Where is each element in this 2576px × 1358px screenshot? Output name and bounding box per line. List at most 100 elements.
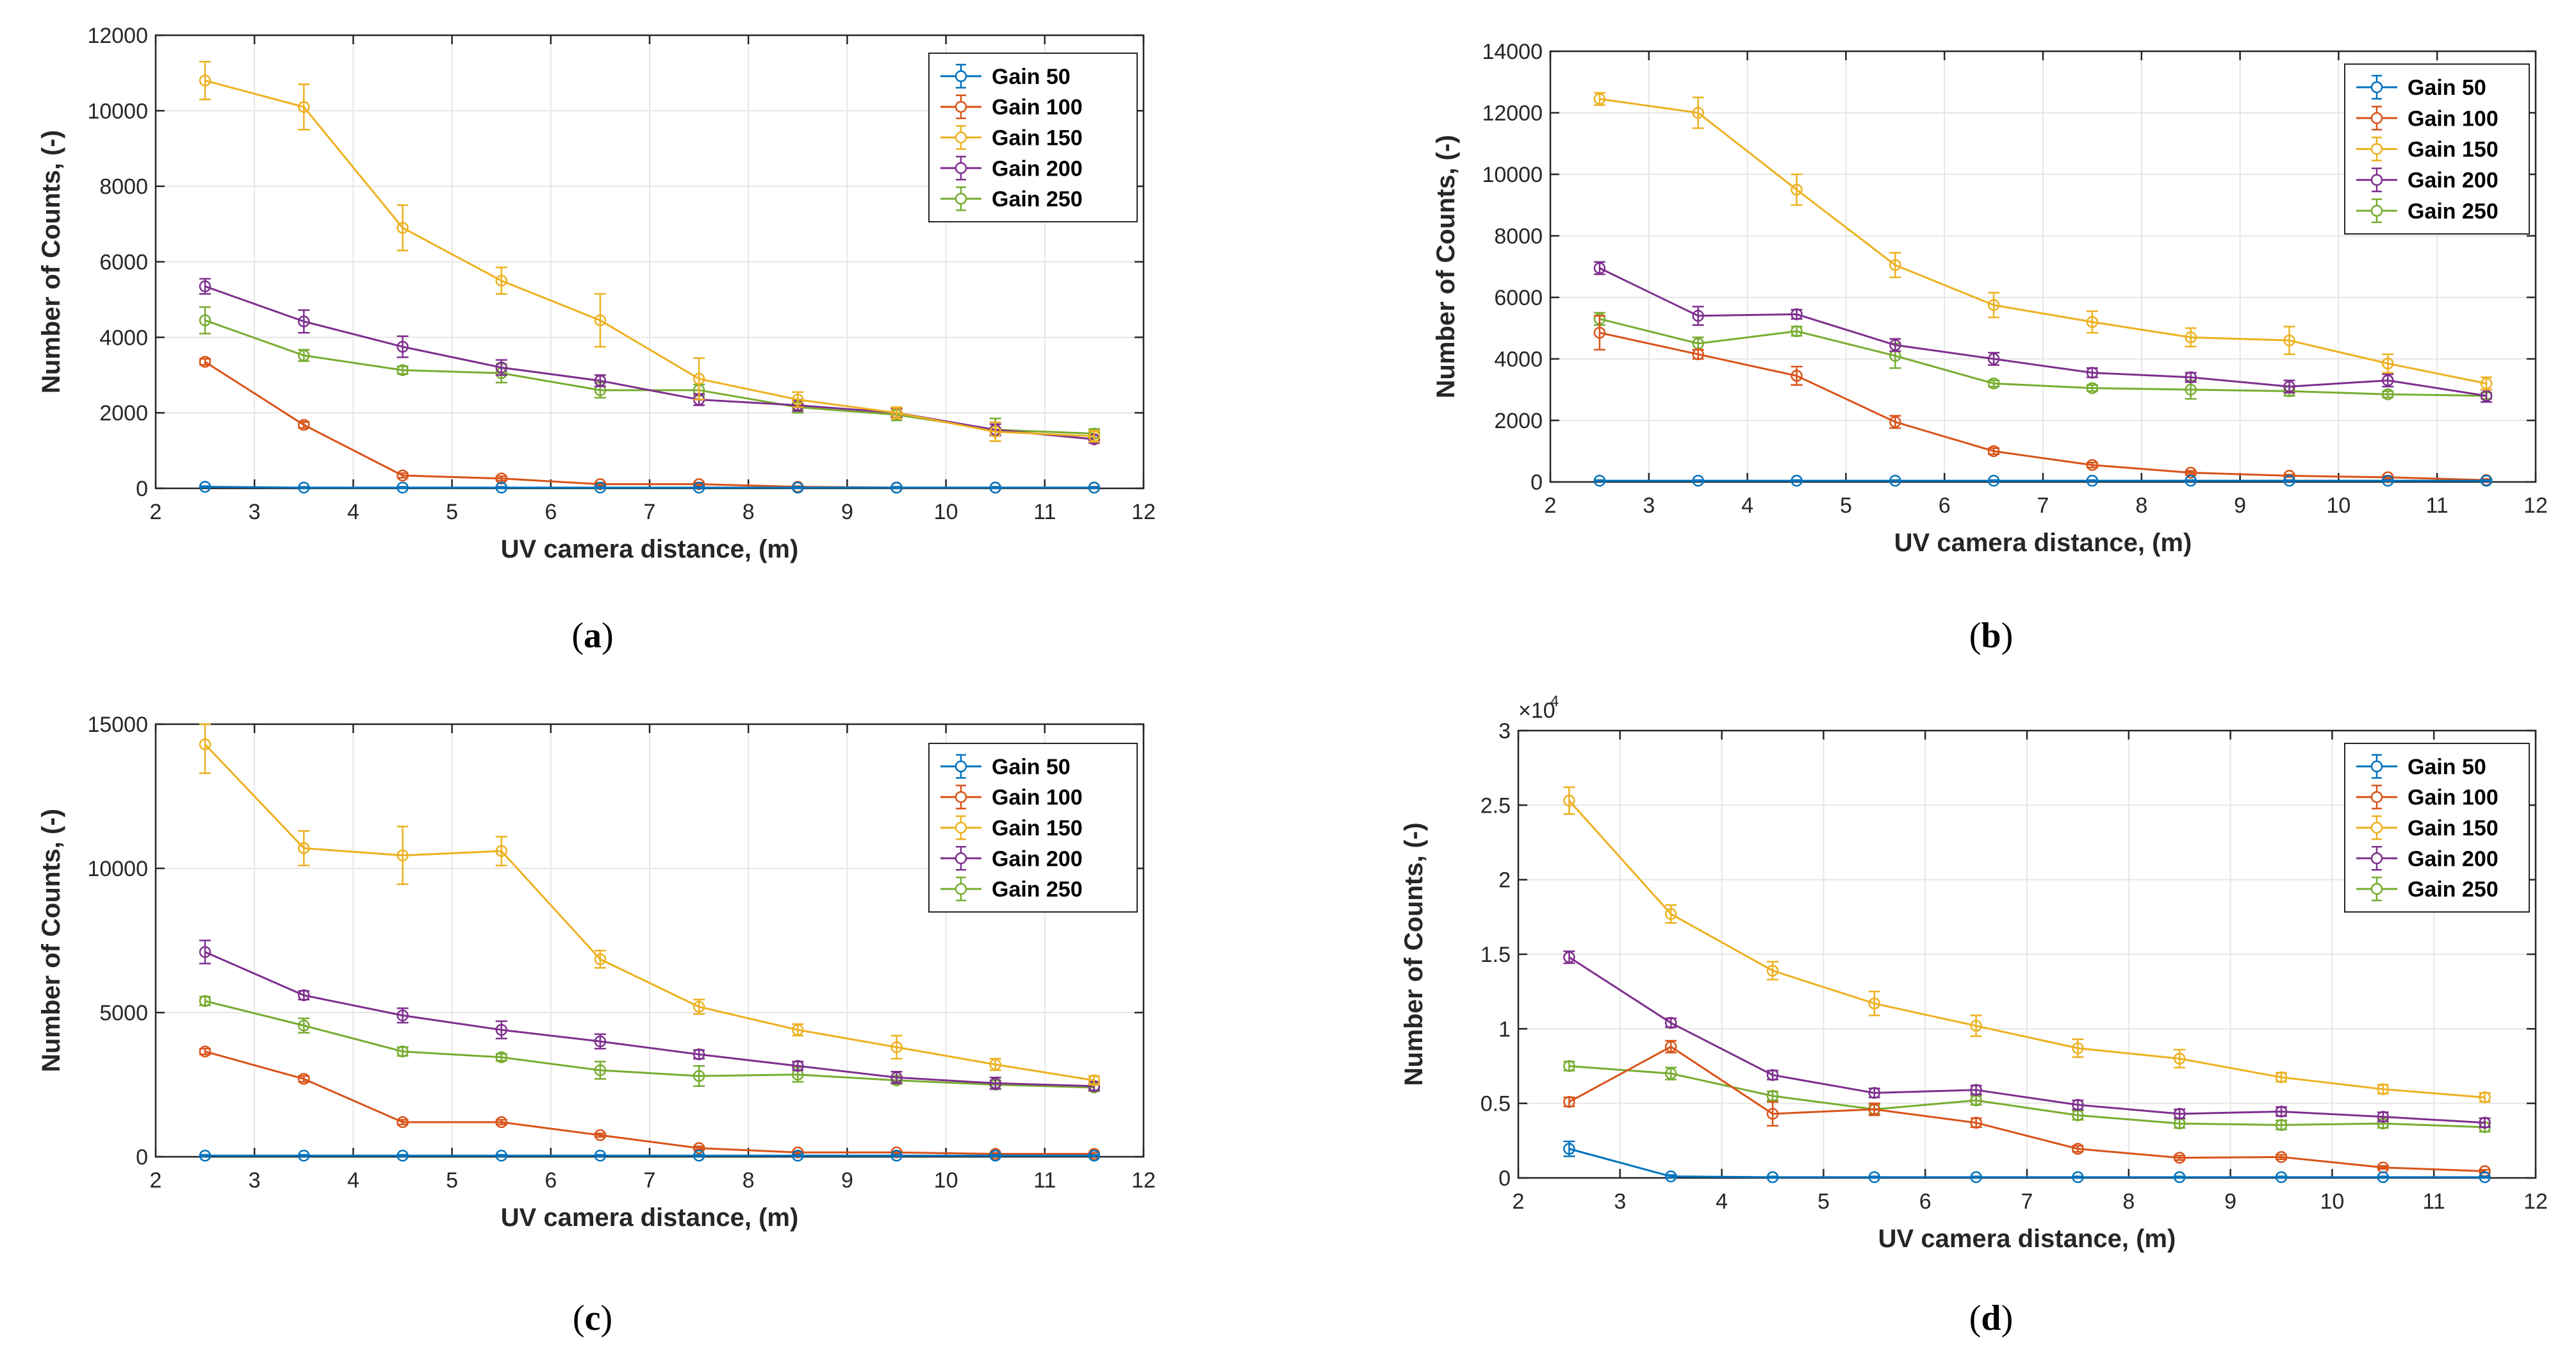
data-point xyxy=(397,222,409,234)
data-point xyxy=(495,1051,507,1063)
y-tick-label: 0 xyxy=(136,1145,148,1170)
data-point xyxy=(2086,367,2099,379)
series-gain-250 xyxy=(199,995,1101,1094)
data-point xyxy=(594,314,607,327)
data-point xyxy=(495,361,507,374)
x-tick-label: 2 xyxy=(1513,1189,1525,1214)
y-tick-label: 10000 xyxy=(1482,163,1543,187)
data-point xyxy=(397,340,409,353)
y-axis-label: Number of Counts, (-) xyxy=(37,809,65,1072)
data-point xyxy=(1088,430,1101,442)
y-tick-label: 0 xyxy=(1498,1166,1511,1191)
y-tick-label: 2000 xyxy=(1494,409,1543,433)
legend-entry: Gain 100 xyxy=(2356,106,2498,131)
panel-caption: (a) xyxy=(571,616,613,656)
data-point xyxy=(989,1077,1001,1089)
chart-panel-b: 2 3 4 5 6 7 8 9 10 11 12 0 2000 4000 6000 8000 10000 1200… xyxy=(1432,40,2548,656)
data-point xyxy=(890,1149,903,1162)
series-gain-200 xyxy=(199,940,1101,1092)
data-point xyxy=(2377,1111,2390,1123)
y-tick-label: 1.5 xyxy=(1481,943,1511,967)
data-point xyxy=(1563,1143,1575,1155)
data-point xyxy=(594,1149,607,1162)
data-point xyxy=(1692,348,1704,361)
x-tick-label: 9 xyxy=(841,1168,853,1193)
data-point xyxy=(693,481,705,494)
x-tick-label: 2 xyxy=(150,500,162,524)
legend-label: Gain 150 xyxy=(992,816,1083,841)
data-point xyxy=(2480,390,2493,402)
legend-label: Gain 250 xyxy=(992,187,1083,211)
x-tick-label: 9 xyxy=(2234,493,2246,518)
y-scale-multiplier: ×10 xyxy=(1518,699,1555,723)
legend-entry: Gain 200 xyxy=(2356,167,2498,193)
x-tick-label: 6 xyxy=(545,1168,557,1193)
series-gain-50 xyxy=(199,481,1101,494)
data-point xyxy=(2283,380,2295,393)
data-point xyxy=(298,101,310,113)
y-tick-label: 6000 xyxy=(99,251,148,275)
data-point xyxy=(1088,481,1101,494)
data-point xyxy=(2072,1042,2084,1054)
data-point xyxy=(199,74,211,87)
series-gain-150 xyxy=(199,60,1101,443)
y-tick-label: 2.5 xyxy=(1481,793,1511,818)
data-point xyxy=(2479,1116,2491,1129)
data-point xyxy=(1970,1116,1982,1129)
y-tick-label: 0 xyxy=(1530,470,1543,495)
x-tick-label: 11 xyxy=(2426,493,2449,518)
x-tick-label: 2 xyxy=(150,1168,162,1193)
data-point xyxy=(1664,1170,1677,1182)
legend-entry: Gain 250 xyxy=(2356,876,2498,902)
y-tick-label: 4000 xyxy=(1494,347,1543,372)
data-point xyxy=(199,314,211,327)
data-point xyxy=(2479,1171,2491,1184)
legend-label: Gain 250 xyxy=(992,877,1083,902)
caption-open-paren: ( xyxy=(573,1298,585,1338)
data-point xyxy=(397,1116,409,1129)
x-tick-label: 4 xyxy=(1741,493,1753,518)
data-point xyxy=(693,1142,705,1154)
legend-label: Gain 100 xyxy=(2408,786,2498,810)
x-tick-label: 10 xyxy=(2326,493,2350,518)
legend-marker xyxy=(955,131,967,144)
x-tick-label: 4 xyxy=(347,500,359,524)
series-line xyxy=(205,486,1094,489)
legend-label: Gain 200 xyxy=(2408,169,2498,193)
data-point xyxy=(199,280,211,293)
legend-marker xyxy=(2370,81,2383,94)
legend-label: Gain 150 xyxy=(2408,138,2498,162)
x-tick-label: 11 xyxy=(1033,500,1056,524)
data-point xyxy=(594,1064,607,1077)
data-point xyxy=(495,845,507,857)
data-point xyxy=(1791,474,1803,487)
y-tick-label: 0.5 xyxy=(1481,1092,1511,1116)
legend-marker xyxy=(955,791,967,803)
legend-marker xyxy=(2370,852,2383,865)
x-tick-label: 7 xyxy=(644,1168,656,1193)
x-tick-label: 11 xyxy=(1033,1168,1056,1193)
x-tick-label: 11 xyxy=(2423,1189,2445,1214)
series-line xyxy=(204,743,1095,1082)
x-tick-label: 5 xyxy=(446,500,458,524)
data-point xyxy=(792,1149,804,1162)
series-gain-150 xyxy=(1563,786,2491,1104)
legend-label: Gain 100 xyxy=(2408,106,2498,131)
data-point xyxy=(2086,474,2099,487)
series-line xyxy=(1569,1065,2485,1129)
legend-marker xyxy=(955,70,967,83)
legend-marker xyxy=(2370,822,2383,834)
y-axis-label: Number of Counts, (-) xyxy=(37,130,65,393)
x-tick-label: 4 xyxy=(347,1168,359,1193)
legend-marker xyxy=(955,192,967,205)
data-point xyxy=(298,842,310,854)
legend-entry: Gain 100 xyxy=(2356,784,2498,810)
data-point xyxy=(1664,907,1677,920)
data-point xyxy=(792,1060,804,1072)
x-tick-label: 10 xyxy=(934,1168,958,1193)
legend-label: Gain 250 xyxy=(2408,877,2498,902)
data-point xyxy=(397,1045,409,1057)
legend-entry: Gain 250 xyxy=(940,186,1083,211)
y-scale-exponent: 4 xyxy=(1550,693,1559,710)
